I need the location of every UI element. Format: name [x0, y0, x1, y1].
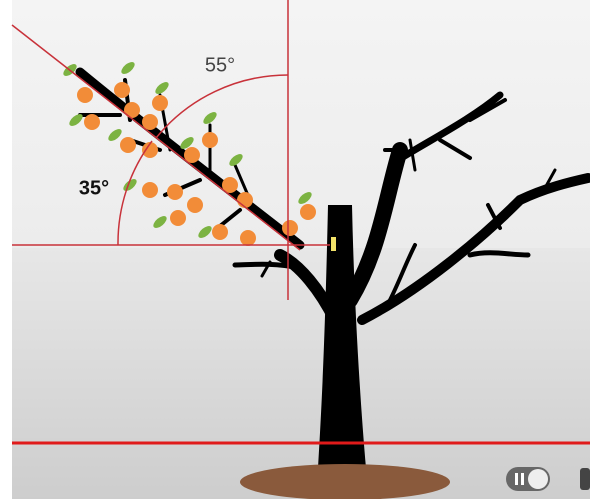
lower-angle-label: 35° — [79, 177, 109, 199]
soil-mound — [240, 464, 450, 499]
orange — [282, 220, 298, 236]
orange — [167, 184, 183, 200]
toggle-knob[interactable] — [528, 469, 548, 489]
pause-toggle[interactable] — [506, 467, 550, 491]
menu-button[interactable] — [580, 468, 590, 490]
orange — [170, 210, 186, 226]
orange — [142, 182, 158, 198]
trunk-tag — [331, 237, 336, 251]
orange — [187, 197, 203, 213]
floor-shade — [12, 248, 590, 499]
orange — [84, 114, 100, 130]
orange — [212, 224, 228, 240]
video-frame: 55° 35° — [0, 0, 590, 499]
pause-bar[interactable] — [515, 473, 518, 485]
orange — [240, 230, 256, 246]
pause-bar[interactable] — [521, 473, 524, 485]
orange — [120, 137, 136, 153]
orange — [152, 95, 168, 111]
page: 55° 35° (() => { const data = JSON.parse… — [0, 0, 590, 499]
upper-angle-label: 55° — [205, 54, 235, 76]
orange — [202, 132, 218, 148]
orange — [300, 204, 316, 220]
orange — [124, 102, 140, 118]
orange — [77, 87, 93, 103]
orange — [114, 82, 130, 98]
orange — [237, 192, 253, 208]
